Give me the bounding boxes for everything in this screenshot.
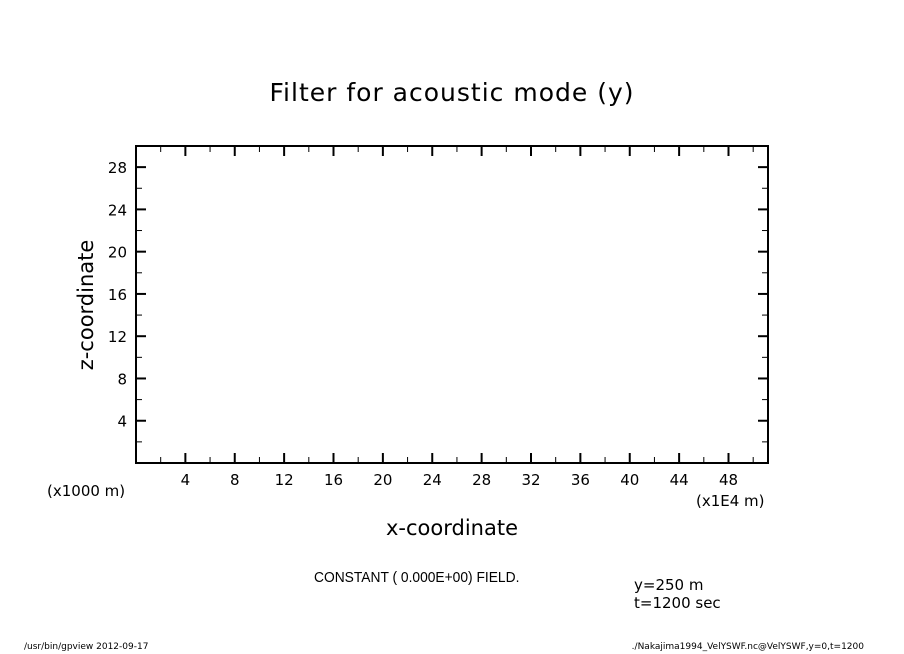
y-tick-label: 12 [108,328,127,346]
footer-right: ./Nakajima1994_VelYSWF.nc@VelYSWF,y=0,t=… [631,642,864,652]
y-axis-label: z-coordinate [74,239,98,371]
x-tick-label: 28 [472,471,491,489]
x-tick-label: 20 [373,471,392,489]
x-tick-label: 36 [571,471,590,489]
y-unit-label: (x1000 m) [47,482,126,500]
x-tick-label: 44 [670,471,689,489]
x-tick-label: 4 [181,471,191,489]
y-tick-label: 16 [108,286,127,304]
footer-left: /usr/bin/gpview 2012-09-17 [24,642,149,652]
x-tick-label: 8 [230,471,240,489]
y-tick-label: 28 [108,159,127,177]
y-tick-label: 8 [117,370,127,388]
y-tick-label: 4 [117,413,127,431]
x-tick-label: 32 [521,471,540,489]
plot-frame [135,145,769,464]
x-tick-label: 40 [620,471,639,489]
y-tick-label: 24 [108,201,127,219]
x-tick-label: 48 [719,471,738,489]
annotation-t: t=1200 sec [634,594,721,612]
y-tick-label: 20 [108,244,127,262]
x-unit-label: (x1E4 m) [696,492,765,510]
x-axis-label: x-coordinate [385,516,519,540]
x-tick-label: 16 [324,471,343,489]
chart-title: Filter for acoustic mode (y) [269,78,635,107]
field-message: CONSTANT ( 0.000E+00) FIELD. [314,569,520,586]
x-tick-label: 12 [275,471,294,489]
x-tick-label: 24 [423,471,442,489]
annotation-y: y=250 m [634,576,704,594]
